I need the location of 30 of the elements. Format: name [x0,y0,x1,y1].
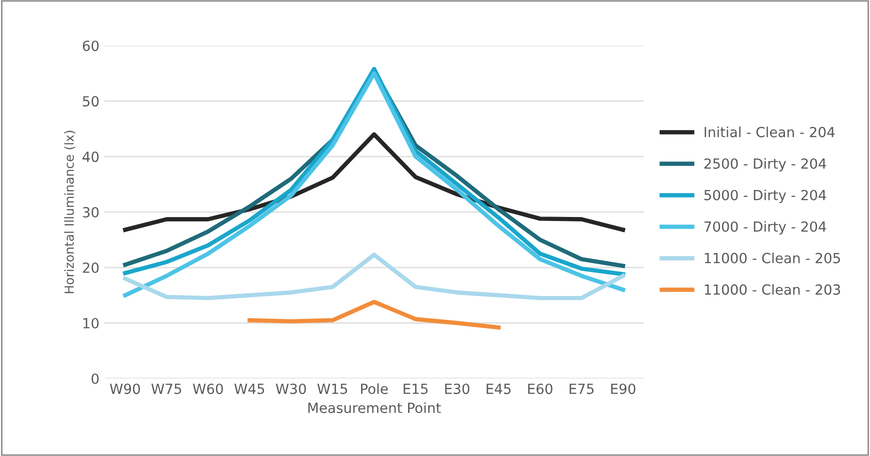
y-tick-label: 50 [82,96,99,107]
legend-label: 11000 - Clean - 205 [704,252,840,264]
x-tick-label: W30 [276,384,306,394]
x-tick-label: E75 [570,384,594,394]
y-tick-label: 60 [82,40,99,52]
y-tick-label: 20 [82,262,99,273]
x-tick-label: E60 [528,384,552,394]
y-tick-label: 10 [83,318,99,328]
line-series [248,300,501,330]
legend-label: 5000 - Dirty - 204 [704,190,826,204]
x-tick-label: W60 [192,384,223,394]
x-tick-label: Pole [361,383,388,394]
line-series [123,252,626,300]
x-tick-label: E90 [611,384,636,394]
y-tick-label: 40 [82,152,99,162]
y-tick-label: 30 [82,207,99,218]
x-tick-label: E45 [486,384,511,394]
y-axis-title: Horizontal Illuminance (lx) [64,130,76,294]
x-tick-label: W90 [110,384,140,394]
legend-label: Initial - Clean - 204 [704,126,835,138]
x-tick-label: E30 [445,384,470,394]
y-tick-label: 0 [92,373,99,384]
x-tick-label: W45 [234,384,264,394]
legend-label: 7000 - Dirty - 204 [704,221,826,235]
legend-label: 11000 - Clean - 203 [704,284,840,295]
x-tick-label: W75 [151,384,182,394]
x-axis-title: Measurement Point [308,402,441,414]
legend-label: 2500 - Dirty - 204 [704,158,826,172]
x-tick-label: E15 [404,384,428,394]
x-tick-label: W15 [317,384,348,394]
